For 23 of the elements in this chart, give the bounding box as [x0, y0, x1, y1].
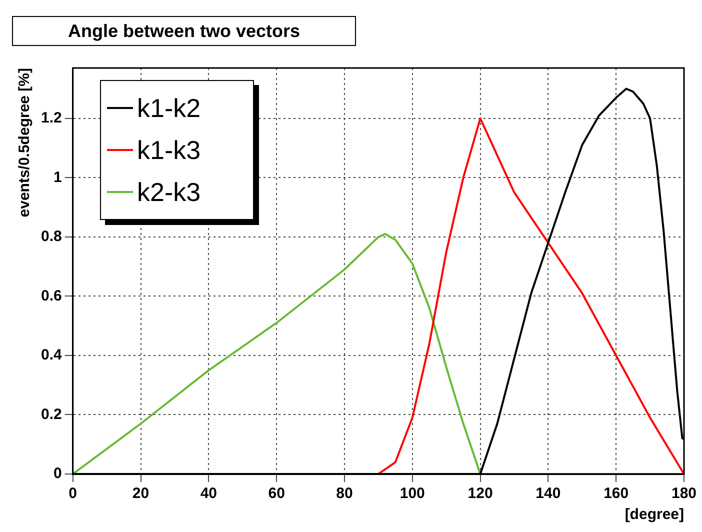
x-tick-label: 180 — [671, 485, 697, 502]
y-axis-title: events/0.5degree [%] — [16, 68, 34, 218]
x-tick-label: 140 — [536, 485, 561, 502]
y-tick-label: 1.2 — [40, 110, 62, 127]
y-tick-label: 1 — [54, 168, 62, 186]
x-tick-label: 0 — [68, 485, 78, 502]
x-axis-title: [degree] — [624, 506, 684, 524]
chart-title: Angle between two vectors — [12, 16, 356, 46]
legend-label: k1-k3 — [137, 134, 201, 166]
x-tick-label: 160 — [604, 485, 629, 502]
y-tick-label: 0.2 — [40, 406, 62, 423]
legend-label: k1-k2 — [137, 92, 201, 124]
y-tick-label: 0 — [54, 465, 62, 482]
y-tick-label: 0.8 — [40, 228, 62, 246]
legend-label: k2-k3 — [137, 176, 201, 208]
x-tick-label: 100 — [400, 485, 425, 502]
x-tick-label: 80 — [336, 485, 353, 502]
y-tick-label: 0.4 — [40, 346, 62, 364]
x-tick-label: 120 — [468, 485, 493, 502]
y-tick-label: 0.6 — [40, 287, 62, 304]
x-tick-label: 40 — [200, 485, 218, 502]
x-tick-label: 60 — [268, 485, 285, 502]
x-tick-label: 20 — [132, 485, 150, 502]
